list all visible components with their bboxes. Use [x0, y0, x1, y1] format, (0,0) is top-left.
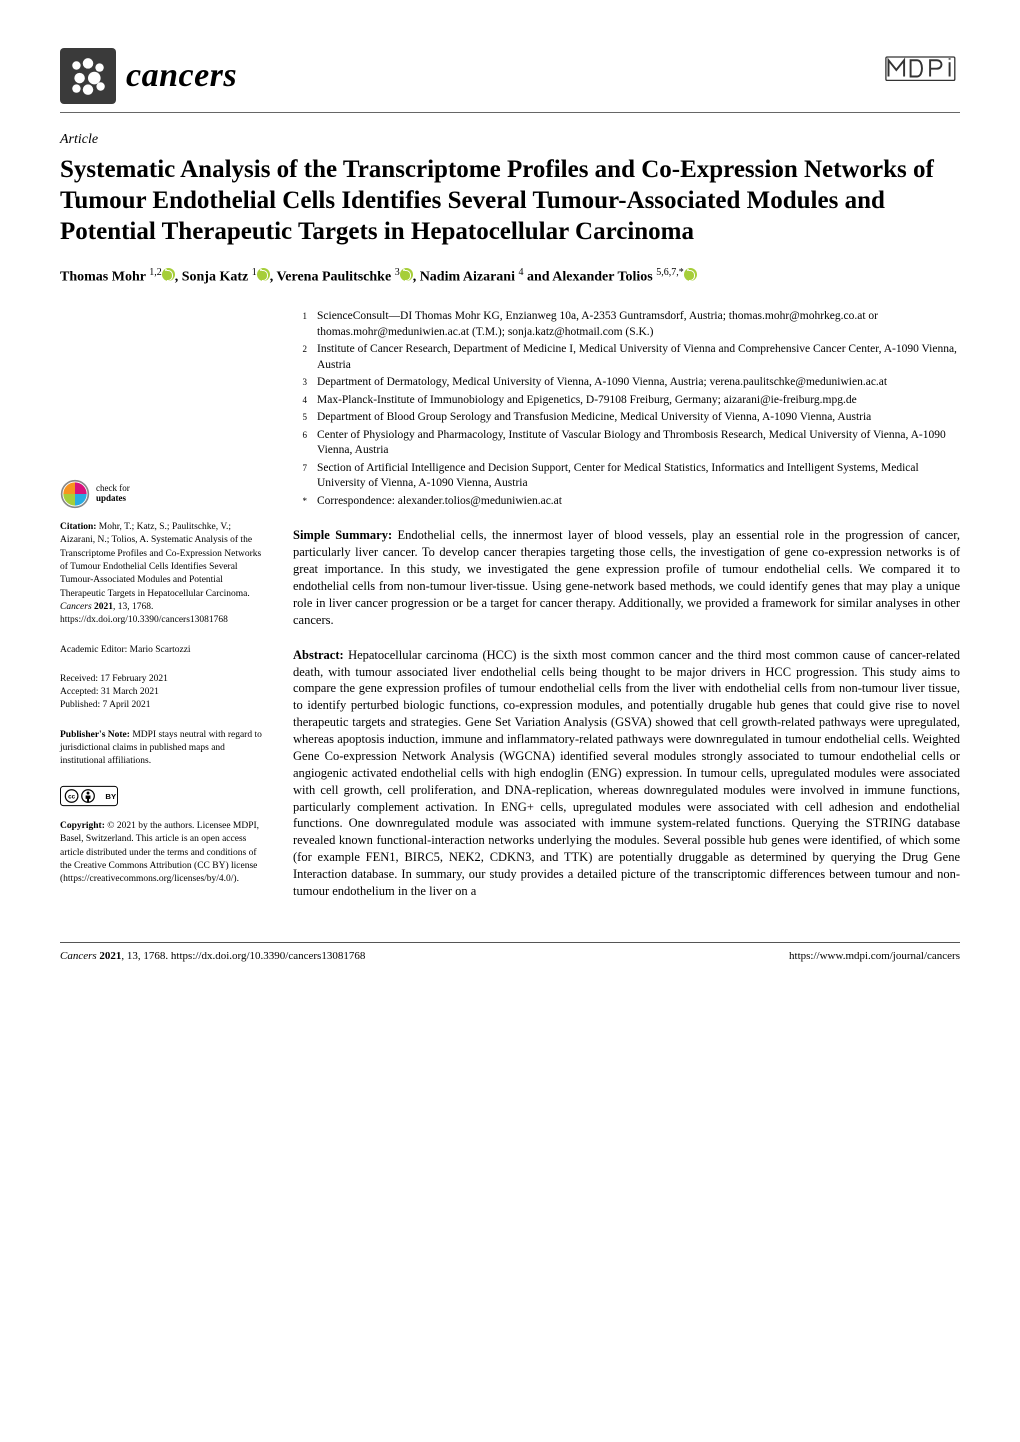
footer-journal: Cancers: [60, 950, 99, 962]
orcid-icon: [162, 268, 175, 281]
affil-num: 4: [293, 393, 307, 409]
affiliation-item: 5 Department of Blood Group Serology and …: [293, 410, 960, 426]
footer-journal-url[interactable]: https://www.mdpi.com/journal/cancers: [789, 950, 960, 962]
svg-text:BY: BY: [105, 792, 117, 801]
publisher-note-block: Publisher's Note: MDPI stays neutral wit…: [60, 729, 265, 769]
affiliation-item: 3 Department of Dermatology, Medical Univ…: [293, 375, 960, 391]
article-title: Systematic Analysis of the Transcriptome…: [60, 154, 960, 248]
check-updates-text: check for updates: [96, 484, 130, 504]
abstract-label: Abstract:: [293, 648, 348, 662]
orcid-icon: [400, 268, 413, 281]
abstract: Abstract: Hepatocellular carcinoma (HCC)…: [293, 647, 960, 900]
affil-text: Department of Dermatology, Medical Unive…: [317, 375, 887, 391]
affiliation-item: * Correspondence: alexander.tolios@meduni…: [293, 494, 960, 510]
copyright-block: Copyright: © 2021 by the authors. Licens…: [60, 820, 265, 886]
simple-summary-label: Simple Summary:: [293, 528, 398, 542]
affiliation-item: 1 ScienceConsult—DI Thomas Mohr KG, Enzia…: [293, 309, 960, 340]
affil-num: 2: [293, 342, 307, 373]
affil-num: *: [293, 494, 307, 510]
header: cancers: [60, 48, 960, 104]
affil-text: Department of Blood Group Serology and T…: [317, 410, 871, 426]
article-type: Article: [60, 131, 960, 150]
date-published: Published: 7 April 2021: [60, 699, 265, 712]
affil-text: ScienceConsult—DI Thomas Mohr KG, Enzian…: [317, 309, 960, 340]
author-affil-sup: 5,6,7,*: [656, 267, 684, 278]
publisher-logo: [882, 48, 960, 92]
svg-text:cc: cc: [68, 793, 75, 800]
author-affil-sup: 1,2: [149, 267, 162, 278]
abstract-text: Hepatocellular carcinoma (HCC) is the si…: [293, 648, 960, 898]
dates-block: Received: 17 February 2021 Accepted: 31 …: [60, 673, 265, 713]
orcid-icon: [257, 268, 270, 281]
cc-by-badge: cc BY: [60, 785, 265, 812]
affil-text: Center of Physiology and Pharmacology, I…: [317, 428, 960, 459]
editor-label: Academic Editor:: [60, 645, 130, 655]
copyright-label: Copyright:: [60, 821, 105, 831]
affiliation-item: 2 Institute of Cancer Research, Departmen…: [293, 342, 960, 373]
affiliation-item: 7 Section of Artificial Intelligence and …: [293, 461, 960, 492]
author-affil-sup: 3: [395, 267, 400, 278]
affiliation-item: 4 Max-Planck-Institute of Immunobiology a…: [293, 393, 960, 409]
affil-num: 3: [293, 375, 307, 391]
affil-text: Section of Artificial Intelligence and D…: [317, 461, 960, 492]
citation-label: Citation:: [60, 522, 96, 532]
date-received: Received: 17 February 2021: [60, 673, 265, 686]
affil-num: 6: [293, 428, 307, 459]
affil-text: Correspondence: alexander.tolios@meduniw…: [317, 494, 562, 510]
affiliations-list: 1 ScienceConsult—DI Thomas Mohr KG, Enzia…: [293, 309, 960, 509]
author-name: Thomas Mohr: [60, 269, 149, 284]
check-updates-line1: check for: [96, 483, 130, 493]
journal-logo-icon: [60, 48, 116, 104]
affil-text: Max-Planck-Institute of Immunobiology an…: [317, 393, 857, 409]
header-rule: [60, 112, 960, 113]
citation-year: 2021: [94, 602, 113, 612]
editor-block: Academic Editor: Mario Scartozzi: [60, 644, 265, 657]
footer-rest: , 13, 1768. https://dx.doi.org/10.3390/c…: [121, 950, 365, 962]
main-column: 1 ScienceConsult—DI Thomas Mohr KG, Enzia…: [293, 309, 960, 916]
publisher-note-label: Publisher's Note:: [60, 730, 130, 740]
affil-num: 1: [293, 309, 307, 340]
citation-block: Citation: Mohr, T.; Katz, S.; Paulitschk…: [60, 521, 265, 627]
editor-name: Mario Scartozzi: [130, 645, 191, 655]
page-footer: Cancers 2021, 13, 1768. https://dx.doi.o…: [60, 942, 960, 964]
author-name: , Nadim Aizarani: [413, 269, 519, 284]
affil-num: 7: [293, 461, 307, 492]
author-affil-sup: 1: [252, 267, 257, 278]
journal-name: cancers: [126, 53, 237, 99]
citation-text: Mohr, T.; Katz, S.; Paulitschke, V.; Aiz…: [60, 522, 261, 598]
check-updates-badge[interactable]: check for updates: [60, 479, 265, 509]
author-name: , Sonja Katz: [175, 269, 252, 284]
date-accepted: Accepted: 31 March 2021: [60, 686, 265, 699]
footer-left: Cancers 2021, 13, 1768. https://dx.doi.o…: [60, 949, 365, 964]
affil-text: Institute of Cancer Research, Department…: [317, 342, 960, 373]
simple-summary-text: Endothelial cells, the innermost layer o…: [293, 528, 960, 626]
affiliation-item: 6 Center of Physiology and Pharmacology, …: [293, 428, 960, 459]
author-name: , Verena Paulitschke: [270, 269, 395, 284]
footer-right[interactable]: https://www.mdpi.com/journal/cancers: [789, 949, 960, 964]
sidebar: check for updates Citation: Mohr, T.; Ka…: [60, 309, 265, 916]
authors-line: Thomas Mohr 1,2 , Sonja Katz 1 , Verena Pa…: [60, 266, 960, 288]
citation-journal: Cancers: [60, 602, 94, 612]
footer-year: 2021: [99, 950, 121, 962]
journal-logo-block: cancers: [60, 48, 237, 104]
check-updates-line2: updates: [96, 493, 126, 503]
simple-summary: Simple Summary: Endothelial cells, the i…: [293, 527, 960, 628]
author-name: and Alexander Tolios: [523, 269, 656, 284]
affil-num: 5: [293, 410, 307, 426]
orcid-icon: [684, 268, 697, 281]
